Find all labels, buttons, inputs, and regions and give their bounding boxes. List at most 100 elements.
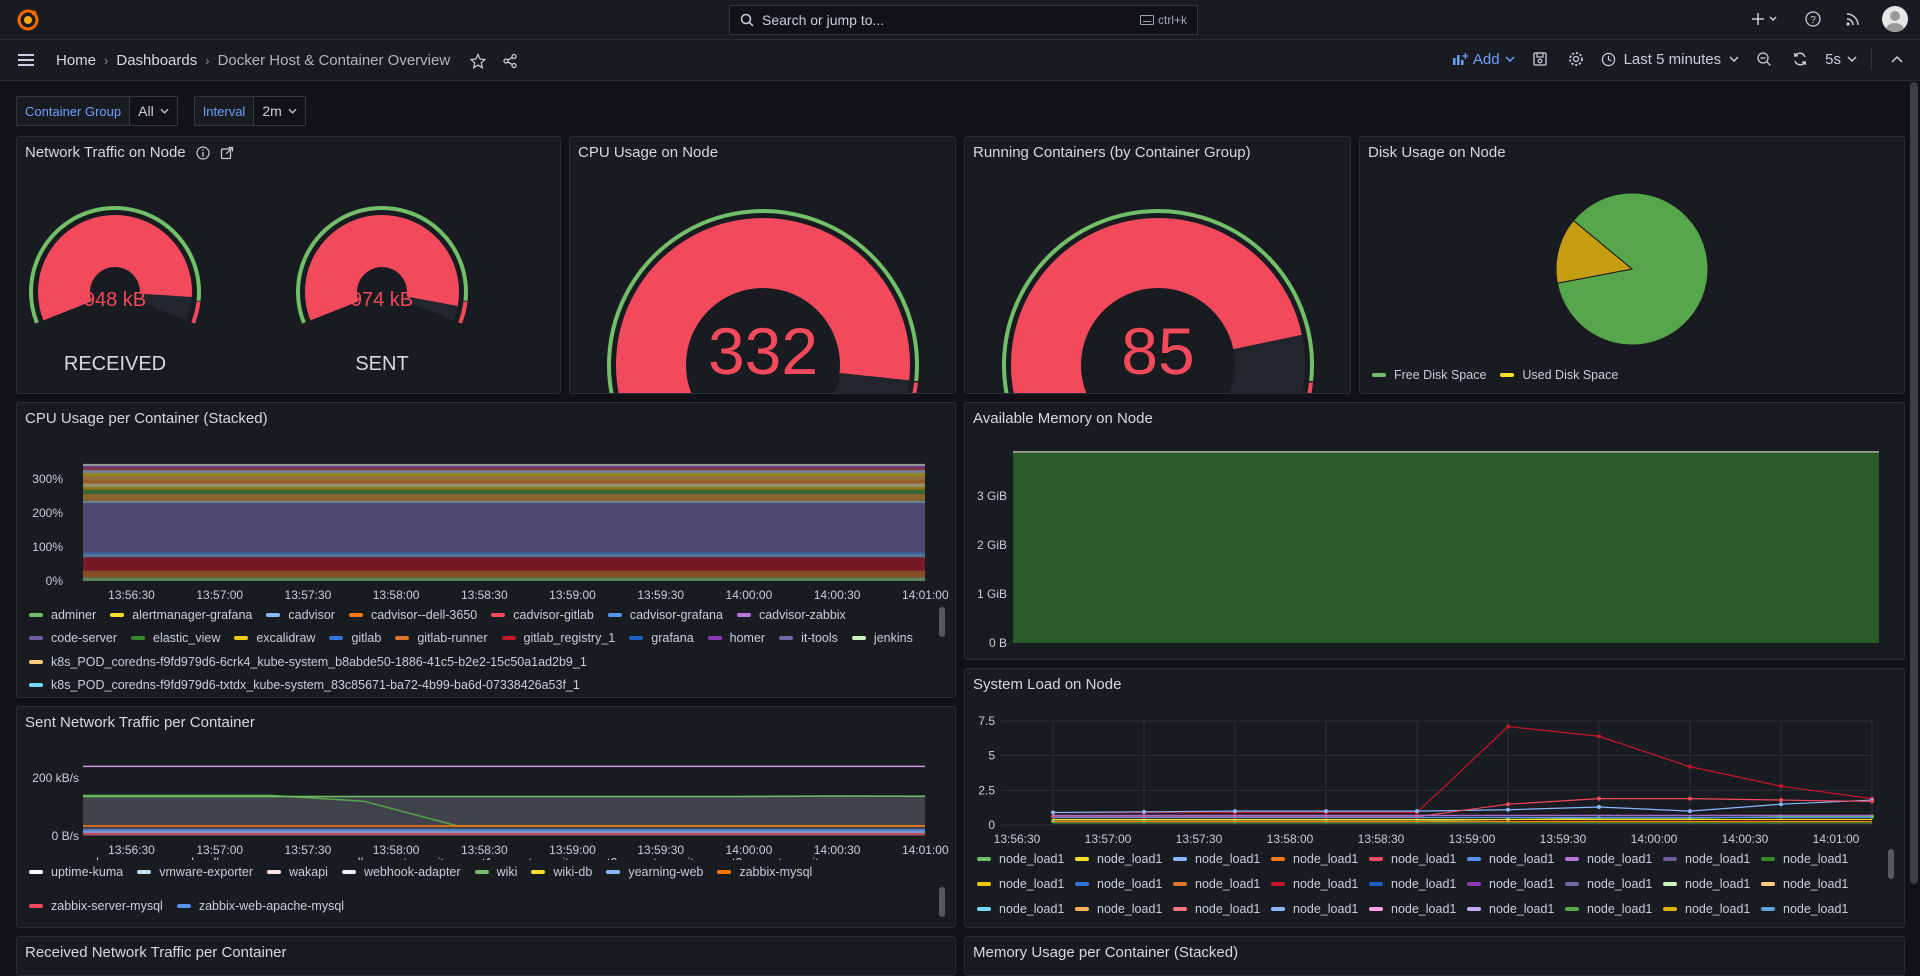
legend-item[interactable]: node_load1 [1271,872,1369,895]
legend-item[interactable]: Used Disk Space [1500,363,1618,386]
zoom-out-icon[interactable] [1753,48,1775,70]
legend-item[interactable]: cadvisor--dell-3650 [348,603,477,626]
legend-item[interactable]: zabbix-web-apache-mysql [176,894,344,917]
legend-item[interactable]: node_load1 [977,847,1075,870]
add-button[interactable]: Add [1452,51,1515,68]
legend-item[interactable]: node_load1 [1663,847,1761,870]
legend-item[interactable]: node_load1 [977,872,1075,895]
time-range-picker[interactable]: Last 5 minutes [1601,51,1740,68]
legend-item[interactable]: teamcity-agent3 [631,851,742,861]
legend-item[interactable]: node_load1 [1565,898,1663,921]
refresh-interval-picker[interactable]: 5s [1825,51,1857,68]
legend-item[interactable]: node_load1 [1467,898,1565,921]
share-icon[interactable] [502,53,518,69]
legend-item[interactable]: wiki [474,860,517,883]
variable-select-interval[interactable]: 2m [254,96,306,126]
star-icon[interactable] [470,52,487,69]
panel-running-containers[interactable]: Running Containers (by Container Group) … [964,136,1351,394]
legend-item[interactable]: adminer [29,603,96,626]
panel-disk-usage[interactable]: Disk Usage on Node Free Disk Space Used … [1359,136,1905,394]
legend-item[interactable]: node_load1 [1467,847,1565,870]
legend-item[interactable]: code-server [29,627,117,650]
settings-gear-icon[interactable] [1565,48,1587,70]
legend-item[interactable]: gitlab-runner [395,627,488,650]
legend-item[interactable]: wiki-db [531,860,592,883]
legend-item[interactable]: uptime-kuma [29,860,123,883]
legend-item[interactable]: node_load1 [1075,898,1173,921]
legend-scrollbar[interactable] [939,607,945,637]
rss-news-icon[interactable] [1842,8,1864,30]
legend-item[interactable]: spug-db [300,851,367,861]
legend-scrollbar[interactable] [939,887,945,917]
legend-scrollbar[interactable] [1888,849,1894,879]
panel-received-traffic[interactable]: Received Network Traffic per Container [16,936,956,976]
legend-item[interactable]: node_load1 [977,898,1075,921]
legend-item[interactable]: wakapi [267,860,328,883]
search-input[interactable]: Search or jump to... ctrl+k [729,5,1198,35]
panel-cpu-usage-node[interactable]: CPU Usage on Node 332 [569,136,956,394]
panel-network-traffic[interactable]: Network Traffic on Node 948 kB 974 kB RE… [16,136,561,394]
panel-available-memory[interactable]: Available Memory on Node 0 B 1 GiB 2 GiB 3 … [964,402,1905,660]
legend-item[interactable]: node_load1 [1271,847,1369,870]
legend-item[interactable]: elastic_view [131,627,220,650]
legend-item[interactable]: node_load1 [1761,847,1859,870]
legend-item[interactable]: node_load1 [1369,847,1467,870]
legend-item[interactable]: jenkins [851,627,913,650]
legend-item[interactable]: sonarqube [29,851,110,861]
page-scrollbar[interactable] [1910,82,1918,884]
help-icon[interactable]: ? [1802,8,1824,30]
legend-item[interactable]: grafana [629,627,694,650]
legend-item[interactable]: teamcity-agent1 [382,851,493,861]
legend-item[interactable]: cadvisor-gitlab [491,603,594,626]
legend-item[interactable]: zabbix-mysql [717,860,812,883]
legend-item[interactable]: vmware-exporter [137,860,253,883]
legend-item[interactable]: node_load1 [1173,872,1271,895]
legend-item[interactable]: sonarqube-db [124,851,223,861]
breadcrumb-dashboards[interactable]: Dashboards [116,52,198,69]
user-avatar[interactable] [1882,6,1908,32]
refresh-icon[interactable] [1789,48,1811,70]
save-icon[interactable] [1529,48,1551,70]
breadcrumb-home[interactable]: Home [56,52,97,69]
panel-memory-per-container[interactable]: Memory Usage per Container (Stacked) [964,936,1905,976]
collapse-chevron-up-icon[interactable] [1886,48,1908,70]
legend-item[interactable]: node_load1 [1761,872,1859,895]
panel-cpu-per-container[interactable]: CPU Usage per Container (Stacked) 0% 100%… [16,402,956,698]
legend-item[interactable]: zabbix-server-mysql [29,894,163,917]
legend-item[interactable]: node_load1 [1369,872,1467,895]
legend-item[interactable]: Free Disk Space [1372,363,1486,386]
grafana-logo[interactable] [16,8,40,32]
legend-item[interactable]: node_load1 [1173,847,1271,870]
legend-item[interactable]: it-tools [779,627,838,650]
legend-item[interactable]: node_load1 [1761,898,1859,921]
legend-item[interactable]: gitlab_registry_1 [501,627,615,650]
legend-item[interactable]: node_load1 [1663,872,1761,895]
legend-item[interactable]: alertmanager-grafana [110,603,252,626]
legend-item[interactable]: cadvisor-zabbix [736,603,846,626]
legend-item[interactable]: cadvisor-grafana [607,603,723,626]
legend-item[interactable]: yearning-web [606,860,703,883]
new-menu-button[interactable] [1748,8,1784,30]
legend-item[interactable]: node_load1 [1663,898,1761,921]
legend-item[interactable]: teamcity-server [756,851,863,861]
legend-item[interactable]: node_load1 [1075,872,1173,895]
legend-item[interactable]: webhook-adapter [341,860,461,883]
legend-item[interactable]: node_load1 [1467,872,1565,895]
legend-item[interactable]: node_load1 [1565,872,1663,895]
legend-item[interactable]: node_load1 [1075,847,1173,870]
external-link-icon[interactable] [220,146,234,160]
variable-select-container-group[interactable]: All [130,96,178,126]
menu-icon[interactable] [16,50,36,73]
legend-item[interactable]: teamcity-agent2 [506,851,617,861]
legend-item[interactable]: node_load1 [1369,898,1467,921]
legend-item[interactable]: k8s_POD_coredns-f9fd979d6-txtdx_kube-sys… [29,674,580,697]
legend-item[interactable]: node_load1 [1565,847,1663,870]
panel-sent-traffic[interactable]: Sent Network Traffic per Container 0 B/s… [16,706,956,928]
legend-item[interactable]: spug [237,851,286,861]
legend-item[interactable]: node_load1 [1173,898,1271,921]
legend-item[interactable]: excalidraw [234,627,315,650]
legend-item[interactable]: homer [707,627,765,650]
legend-item[interactable]: k8s_POD_coredns-f9fd979d6-6crk4_kube-sys… [29,650,587,673]
info-icon[interactable] [196,145,210,160]
panel-system-load[interactable]: System Load on Node 0 2.5 5 7.5 13:56:30 13:5… [964,668,1905,928]
